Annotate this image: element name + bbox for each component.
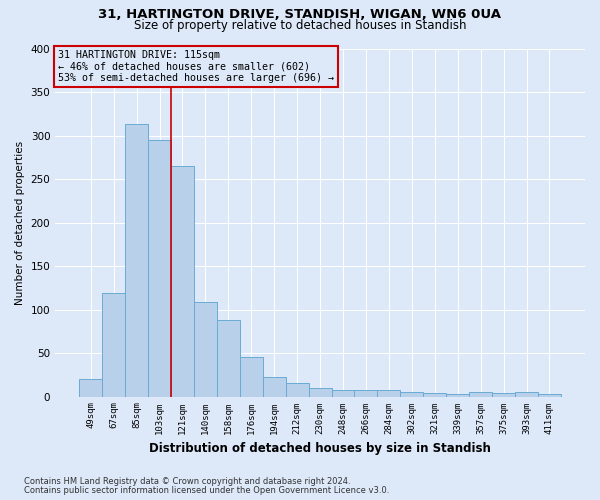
Bar <box>240 358 263 397</box>
Text: Contains HM Land Registry data © Crown copyright and database right 2024.: Contains HM Land Registry data © Crown c… <box>24 477 350 486</box>
Bar <box>469 392 492 396</box>
Text: Size of property relative to detached houses in Standish: Size of property relative to detached ho… <box>134 18 466 32</box>
Bar <box>148 140 171 396</box>
Bar <box>79 379 102 396</box>
Bar <box>446 394 469 396</box>
Bar <box>355 390 377 396</box>
X-axis label: Distribution of detached houses by size in Standish: Distribution of detached houses by size … <box>149 442 491 455</box>
Bar <box>377 390 400 396</box>
Text: 31 HARTINGTON DRIVE: 115sqm
← 46% of detached houses are smaller (602)
53% of se: 31 HARTINGTON DRIVE: 115sqm ← 46% of det… <box>58 50 334 83</box>
Y-axis label: Number of detached properties: Number of detached properties <box>15 140 25 305</box>
Bar <box>492 393 515 396</box>
Text: Contains public sector information licensed under the Open Government Licence v3: Contains public sector information licen… <box>24 486 389 495</box>
Bar <box>538 394 561 396</box>
Bar <box>423 393 446 396</box>
Bar <box>217 320 240 396</box>
Bar <box>515 392 538 396</box>
Text: 31, HARTINGTON DRIVE, STANDISH, WIGAN, WN6 0UA: 31, HARTINGTON DRIVE, STANDISH, WIGAN, W… <box>98 8 502 20</box>
Bar <box>102 293 125 397</box>
Bar <box>286 382 308 396</box>
Bar <box>332 390 355 396</box>
Bar <box>171 166 194 396</box>
Bar <box>263 378 286 396</box>
Bar <box>194 302 217 396</box>
Bar <box>125 124 148 396</box>
Bar <box>308 388 332 396</box>
Bar <box>400 392 423 396</box>
